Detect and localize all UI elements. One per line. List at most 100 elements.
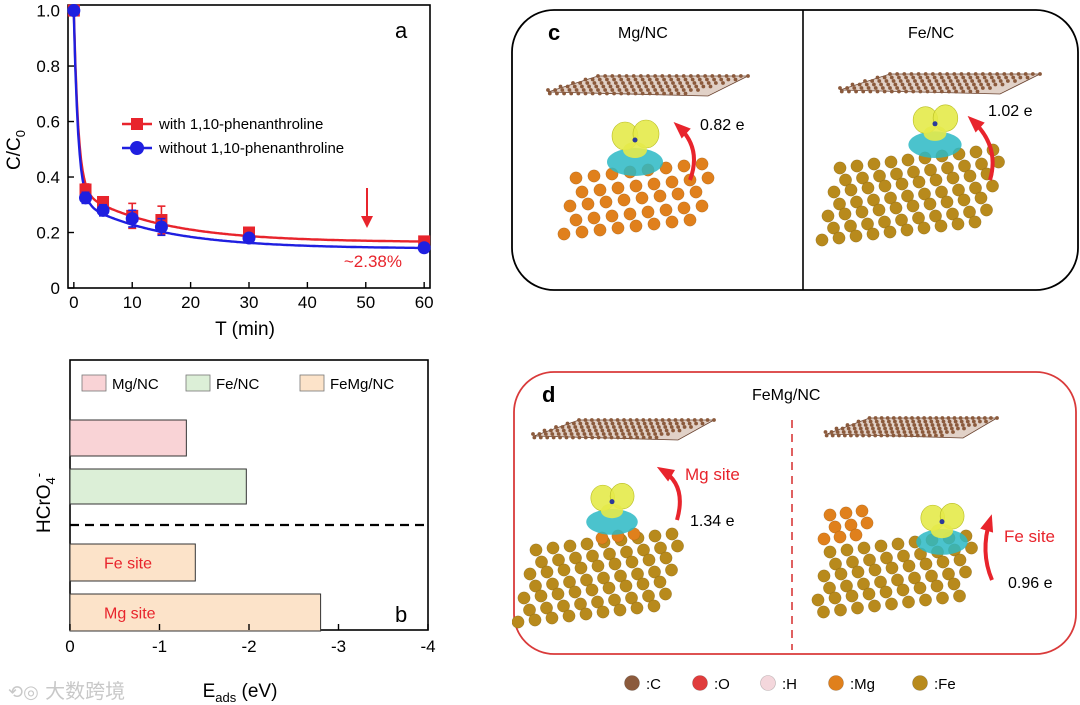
metal-atom: [587, 169, 601, 183]
carbon-atom: [928, 416, 933, 420]
carbon-atom: [667, 74, 672, 78]
carbon-atom: [984, 79, 989, 83]
carbon-atom: [930, 86, 935, 90]
carbon-atom: [636, 421, 641, 426]
bar-label: Fe site: [104, 556, 152, 573]
carbon-atom: [898, 79, 903, 83]
metal-atom: [868, 563, 882, 577]
carbon-atom: [942, 423, 947, 427]
metal-atom: [965, 541, 978, 555]
carbon-atom: [975, 89, 980, 94]
carbon-atom: [1018, 75, 1023, 80]
carbon-atom: [902, 86, 907, 90]
metal-atom: [591, 595, 604, 609]
carbon-atom: [980, 72, 985, 76]
x-tick-label: -4: [420, 637, 435, 656]
bar-femg-nc-fe-site: [69, 543, 196, 582]
carbon-atom: [599, 81, 604, 85]
carbon-atom: [658, 428, 663, 433]
panel-a-legend: with 1,10-phenanthroline without 1,10-ph…: [122, 116, 344, 157]
metal-atom: [958, 159, 971, 173]
metal-atom: [593, 183, 607, 197]
metal-atom: [596, 605, 610, 619]
carbon-atom: [671, 81, 675, 85]
adsorbate-atom: [932, 121, 938, 127]
metal-atom: [546, 541, 560, 555]
carbon-atom: [646, 432, 651, 436]
metal-atom: [834, 603, 847, 617]
carbon-atom: [954, 89, 958, 94]
metal-atom: [855, 205, 869, 219]
panel-b-xlabel: Eads (eV): [203, 681, 278, 705]
carbon-atom: [692, 418, 697, 422]
data-point-circle: [242, 231, 256, 245]
metal-atom: [629, 219, 643, 233]
metal-atom: [613, 603, 627, 617]
carbon-atom: [967, 423, 971, 427]
carbon-atom: [961, 75, 966, 80]
atom-legend-label: :Fe: [934, 676, 956, 693]
carbon-atom: [626, 428, 630, 433]
x-tick-label: 10: [123, 293, 142, 312]
carbon-atom: [962, 426, 966, 431]
charge-accumulation-yellow: [930, 523, 954, 539]
carbon-atom: [610, 74, 615, 78]
carbon-atom: [633, 91, 638, 96]
metal-atom: [637, 543, 650, 557]
carbon-atom: [686, 418, 691, 422]
carbon-atom: [601, 84, 606, 89]
carbon-atom: [681, 74, 686, 78]
carbon-atom: [565, 84, 570, 89]
metal-atom: [844, 518, 858, 532]
carbon-atom: [856, 419, 861, 424]
carbon-atom: [885, 433, 890, 438]
carbon-atom: [823, 430, 828, 434]
carbon-atom: [857, 82, 862, 87]
carbon-atom: [964, 82, 969, 87]
panel-d-left-site: Mg site: [685, 465, 740, 484]
carbon-atom: [603, 74, 608, 78]
carbon-atom: [891, 433, 896, 438]
carbon-atom: [590, 77, 595, 82]
carbon-atom: [890, 430, 895, 434]
carbon-atom: [935, 419, 940, 424]
metal-atom: [902, 559, 916, 573]
metal-atom: [665, 527, 679, 541]
carbon-atom: [611, 425, 616, 429]
metal-atom: [940, 195, 954, 209]
metal-atom: [907, 165, 920, 179]
carbon-atom: [660, 88, 665, 92]
legend-femgnc: FeMg/NC: [330, 376, 394, 393]
carbon-atom: [603, 435, 607, 440]
panel-a-annotation: ~2.38%: [344, 252, 402, 271]
carbon-atom: [647, 77, 652, 82]
carbon-atom: [586, 425, 591, 429]
metal-atom: [878, 215, 891, 229]
carbon-atom: [914, 430, 919, 434]
carbon-atom: [948, 79, 953, 83]
metal-atom: [883, 225, 897, 239]
carbon-atom: [587, 428, 592, 433]
metal-atom: [683, 213, 697, 227]
carbon-atom: [958, 416, 963, 420]
carbon-atom: [531, 432, 535, 436]
metal-atom: [874, 575, 887, 589]
carbon-atom: [601, 432, 606, 436]
carbon-atom: [653, 88, 658, 92]
metal-atom: [880, 551, 893, 565]
data-point-circle: [417, 241, 431, 255]
metal-atom: [635, 191, 649, 205]
atom-legend-label: :H: [782, 676, 797, 693]
metal-atom: [862, 587, 876, 601]
carbon-atom: [617, 88, 622, 92]
carbon-atom: [861, 89, 866, 94]
metal-atom: [569, 171, 583, 185]
carbon-atom: [660, 74, 665, 78]
carbon-atom: [864, 82, 869, 87]
carbon-atom: [984, 419, 988, 424]
carbon-atom: [993, 82, 998, 87]
carbon-atom: [879, 82, 883, 87]
carbon-atom: [546, 88, 550, 92]
carbon-atom: [635, 435, 640, 440]
carbon-atom: [578, 421, 583, 426]
